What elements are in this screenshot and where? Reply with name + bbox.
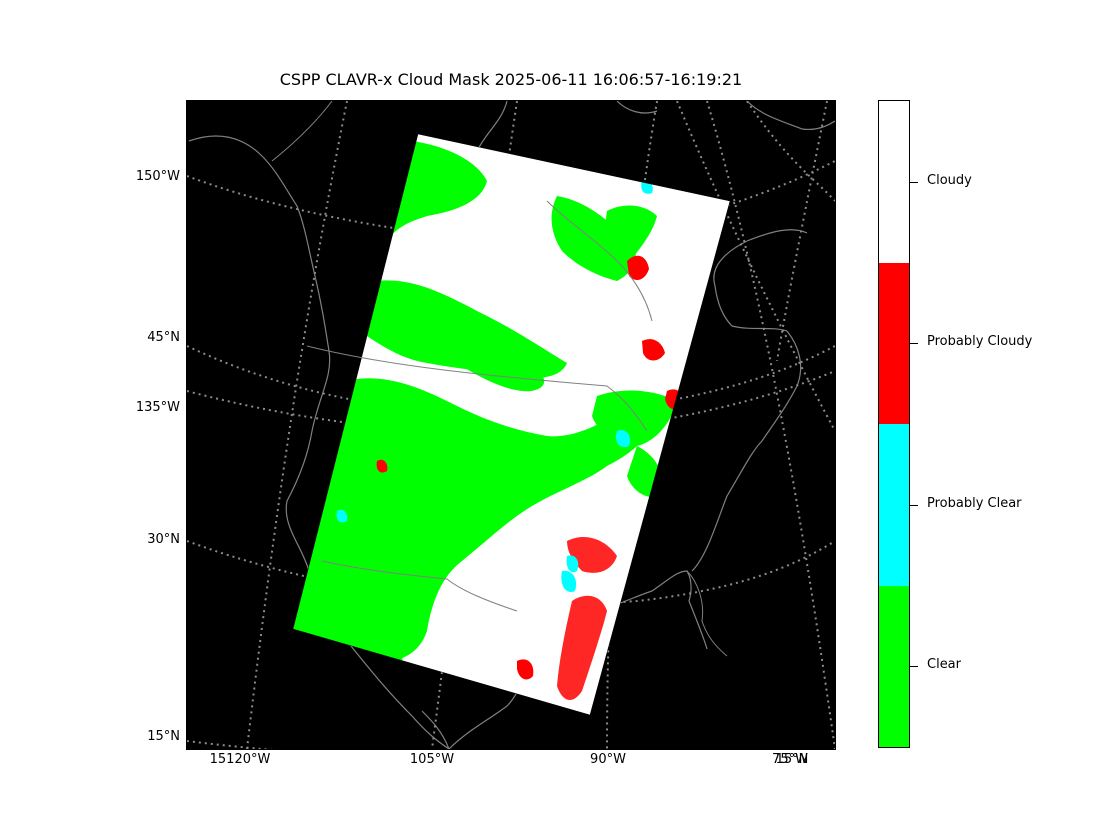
colorbar-tick	[910, 343, 918, 344]
colorbar-label-cloudy: Cloudy	[927, 173, 972, 188]
lat-label-135w: 135°W	[135, 400, 180, 415]
border-layer	[271, 101, 653, 612]
colorbar-label-clear: Clear	[927, 657, 961, 672]
probably-clear-regions	[336, 180, 653, 593]
colorbar-tick	[910, 182, 918, 183]
colorbar-label-probably-clear: Probably Clear	[927, 496, 1022, 511]
cloud-mask-map	[186, 100, 836, 750]
colorbar-label-probably-cloudy: Probably Cloudy	[927, 334, 1033, 349]
colorbar-segment-probably-cloudy	[879, 262, 909, 424]
lon-label-75w: 75°W	[772, 752, 808, 767]
colorbar-tick	[910, 666, 918, 667]
cloud-mask-swath	[292, 133, 731, 716]
lon-label-120w: 15120°W	[209, 752, 271, 767]
lat-label-15n: 15°N	[147, 729, 180, 744]
map-canvas	[187, 101, 835, 749]
chart-title: CSPP CLAVR-x Cloud Mask 2025-06-11 16:06…	[279, 70, 743, 89]
clear-regions	[293, 141, 677, 667]
colorbar-segment-cloudy	[879, 101, 909, 263]
probably-cloudy-regions	[376, 255, 684, 701]
lon-label-90w: 90°W	[590, 752, 626, 767]
colorbar-tick	[910, 505, 918, 506]
colorbar	[878, 100, 910, 748]
lat-label-150w: 150°W	[135, 169, 180, 184]
colorbar-segment-probably-clear	[879, 424, 909, 586]
lon-label-105w: 105°W	[409, 752, 455, 767]
colorbar-segment-clear	[879, 585, 909, 747]
lat-label-30n: 30°N	[147, 532, 180, 547]
lat-label-45n: 45°N	[147, 330, 180, 345]
lon-label-15n-bottom: 15°N	[775, 752, 809, 767]
